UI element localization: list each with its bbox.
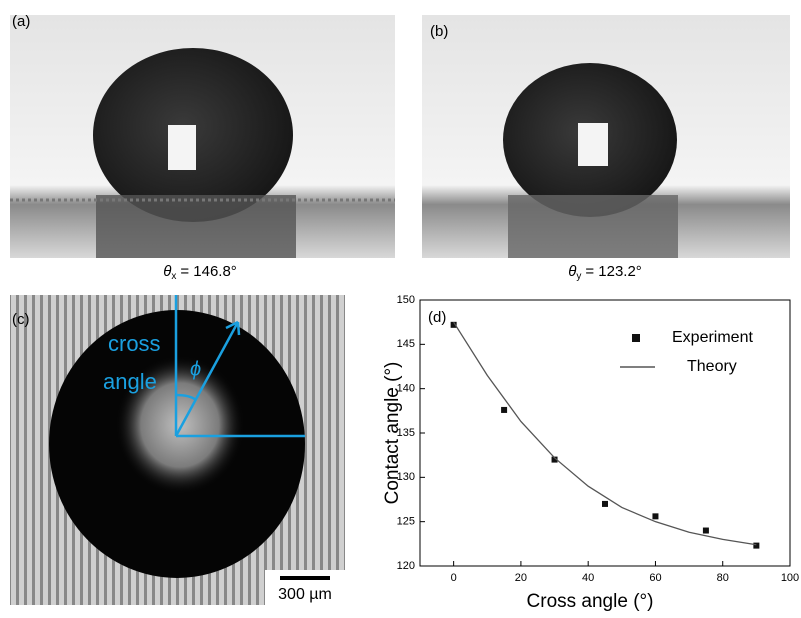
- x-tick-label: 0: [451, 572, 457, 584]
- y-tick-label: 145: [397, 338, 415, 350]
- symbol: θ: [163, 263, 171, 280]
- x-tick-label: 60: [649, 572, 661, 584]
- panel-label: (c): [12, 311, 30, 328]
- legend-swatch: [632, 334, 640, 342]
- y-tick-label: 125: [397, 516, 415, 528]
- data-point: [703, 528, 709, 534]
- x-tick-label: 20: [515, 572, 527, 584]
- value: = 146.8°: [180, 263, 236, 280]
- x-tick-label: 40: [582, 572, 594, 584]
- y-tick-label: 150: [397, 294, 415, 306]
- x-axis-title: Cross angle (°): [527, 591, 654, 612]
- annotation: cross: [108, 331, 161, 356]
- legend-label: Theory: [687, 358, 737, 375]
- caption: θy = 123.2°: [568, 263, 642, 282]
- x-tick-label: 80: [717, 572, 729, 584]
- panel-label: (d): [428, 309, 446, 326]
- theory-line: [454, 322, 757, 545]
- photo-a: [10, 15, 395, 258]
- x-tick-label: 100: [781, 572, 799, 584]
- image-c: [10, 295, 345, 605]
- subscript: x: [171, 271, 176, 282]
- data-point: [602, 501, 608, 507]
- data-point: [753, 543, 759, 549]
- annotation: angle: [103, 369, 157, 394]
- value: = 123.2°: [585, 263, 641, 280]
- y-axis-title: Contact angle (°): [382, 362, 403, 505]
- symbol: θ: [568, 263, 576, 280]
- caption: θx = 146.8°: [163, 263, 237, 282]
- subscript: y: [576, 271, 581, 282]
- legend-label: Experiment: [672, 329, 753, 346]
- panel-label: (a): [12, 13, 30, 30]
- figure: (a) (b) (c) (d) θx= 146.8° θy= 123.2° cr…: [0, 0, 801, 613]
- y-tick-label: 120: [397, 560, 415, 572]
- angle-symbol: ϕ: [190, 358, 201, 380]
- panel-label: (b): [430, 23, 448, 40]
- scale-bar-label: 300 µm: [278, 586, 332, 603]
- data-point: [652, 513, 658, 519]
- data-point: [501, 407, 507, 413]
- photo-b: [422, 15, 790, 258]
